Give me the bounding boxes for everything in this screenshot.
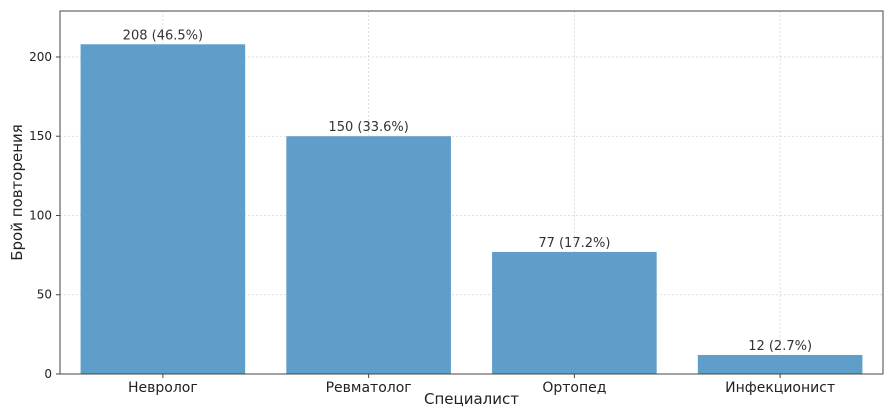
- bar: [286, 136, 451, 374]
- bars: [80, 44, 863, 374]
- bar: [492, 251, 657, 374]
- x-tick-label: Инфекционист: [725, 380, 835, 396]
- bar-data-label: 208 (46.5%): [123, 28, 203, 43]
- y-tick-label: 0: [44, 367, 52, 381]
- plot-frame: [59, 10, 884, 375]
- x-axis-label: Специалист: [424, 390, 519, 408]
- y-tick-label: 100: [29, 208, 52, 222]
- y-axis-ticks: 0 50 100 150 200: [29, 50, 60, 381]
- y-axis-label: Брой повторения: [8, 124, 26, 261]
- y-tick-label: 150: [29, 129, 52, 143]
- bar-data-label: 77 (17.2%): [538, 236, 610, 251]
- y-tick-label: 50: [37, 288, 52, 302]
- data-labels: 208 (46.5%) 150 (33.6%) 77 (17.2%) 12 (2.7%…: [123, 28, 812, 354]
- x-tick-label: Ортопед: [542, 380, 606, 396]
- bar-data-label: 150 (33.6%): [328, 120, 408, 135]
- x-tick-label: Невролог: [128, 380, 198, 396]
- x-axis-ticks: Невролог Ревматолог Ортопед Инфекционист: [128, 374, 835, 396]
- x-tick-label: Ревматолог: [326, 380, 412, 396]
- y-tick-label: 200: [29, 50, 52, 64]
- bar-data-label: 12 (2.7%): [748, 339, 812, 354]
- bar: [80, 44, 246, 374]
- bar: [697, 354, 863, 374]
